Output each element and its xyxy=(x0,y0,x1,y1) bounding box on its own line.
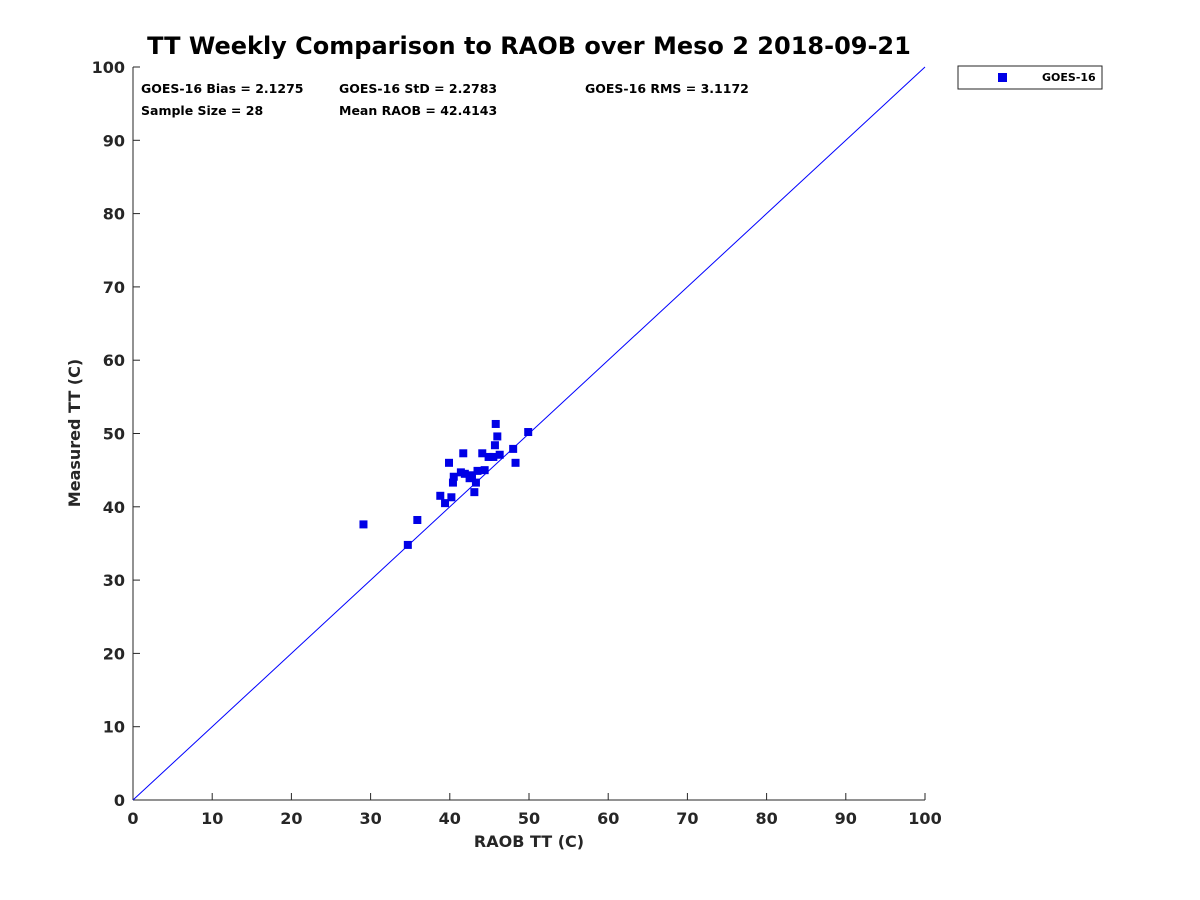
y-tick-label-40: 40 xyxy=(103,498,125,517)
data-point-9 xyxy=(449,472,458,481)
data-point-28 xyxy=(467,471,476,480)
data-point-5 xyxy=(441,499,450,508)
data-point-6 xyxy=(445,458,454,467)
data-point-4 xyxy=(436,491,445,500)
stat-std: GOES-16 StD = 2.2783 xyxy=(339,81,497,96)
data-point-27 xyxy=(524,428,533,437)
data-point-15 xyxy=(471,478,480,487)
y-tick-label-30: 30 xyxy=(103,571,125,590)
data-point-18 xyxy=(480,466,489,475)
y-tick-label-90: 90 xyxy=(103,131,125,150)
data-point-24 xyxy=(495,450,504,459)
stat-mean-raob: Mean RAOB = 42.4143 xyxy=(339,103,497,118)
data-point-23 xyxy=(493,432,502,441)
data-point-25 xyxy=(509,444,518,453)
x-tick-label-20: 20 xyxy=(280,809,302,828)
y-axis-label: Measured TT (C) xyxy=(65,359,84,507)
x-tick-label-40: 40 xyxy=(439,809,461,828)
data-point-7 xyxy=(447,493,456,502)
x-tick-label-60: 60 xyxy=(597,809,619,828)
data-point-21 xyxy=(490,441,499,450)
data-point-22 xyxy=(491,419,500,428)
stat-sample-size: Sample Size = 28 xyxy=(141,103,263,118)
legend-square-marker xyxy=(998,73,1007,82)
data-point-20 xyxy=(489,452,498,461)
y-tick-label-100: 100 xyxy=(92,58,125,77)
x-tick-label-0: 0 xyxy=(127,809,138,828)
y-tick-label-60: 60 xyxy=(103,351,125,370)
x-tick-label-70: 70 xyxy=(676,809,698,828)
data-point-1 xyxy=(359,520,368,529)
legend-box xyxy=(957,65,1103,90)
data-point-16 xyxy=(473,466,482,475)
x-tick-label-80: 80 xyxy=(755,809,777,828)
legend-label-goes16: GOES-16 xyxy=(1042,71,1096,84)
y-tick-label-70: 70 xyxy=(103,278,125,297)
y-tick-label-10: 10 xyxy=(103,718,125,737)
y-tick-label-0: 0 xyxy=(114,791,125,810)
y-tick-label-50: 50 xyxy=(103,425,125,444)
x-tick-label-90: 90 xyxy=(835,809,857,828)
y-tick-label-20: 20 xyxy=(103,644,125,663)
stat-bias: GOES-16 Bias = 2.1275 xyxy=(141,81,303,96)
data-point-12 xyxy=(460,469,469,478)
y-tick-label-80: 80 xyxy=(103,205,125,224)
data-point-17 xyxy=(478,449,487,458)
data-point-19 xyxy=(484,452,493,461)
data-point-14 xyxy=(470,488,479,497)
axes-layer: 0 10 20 30 40 50 60 70 80 90 100 0 10 20 30 40 50 60 70 80 9… xyxy=(92,58,942,828)
data-point-8 xyxy=(448,478,457,487)
x-tick-label-30: 30 xyxy=(359,809,381,828)
legend: GOES-16 xyxy=(957,65,1103,90)
data-point-11 xyxy=(459,449,468,458)
x-tick-label-50: 50 xyxy=(518,809,540,828)
x-tick-label-10: 10 xyxy=(201,809,223,828)
data-point-2 xyxy=(403,540,412,549)
stat-rms: GOES-16 RMS = 3.1172 xyxy=(585,81,749,96)
data-point-3 xyxy=(413,515,422,524)
data-point-26 xyxy=(511,458,520,467)
x-axis-label: RAOB TT (C) xyxy=(474,832,584,851)
data-points-layer xyxy=(359,419,533,549)
chart-title: TT Weekly Comparison to RAOB over Meso 2… xyxy=(147,32,911,60)
x-tick-label-100: 100 xyxy=(908,809,941,828)
